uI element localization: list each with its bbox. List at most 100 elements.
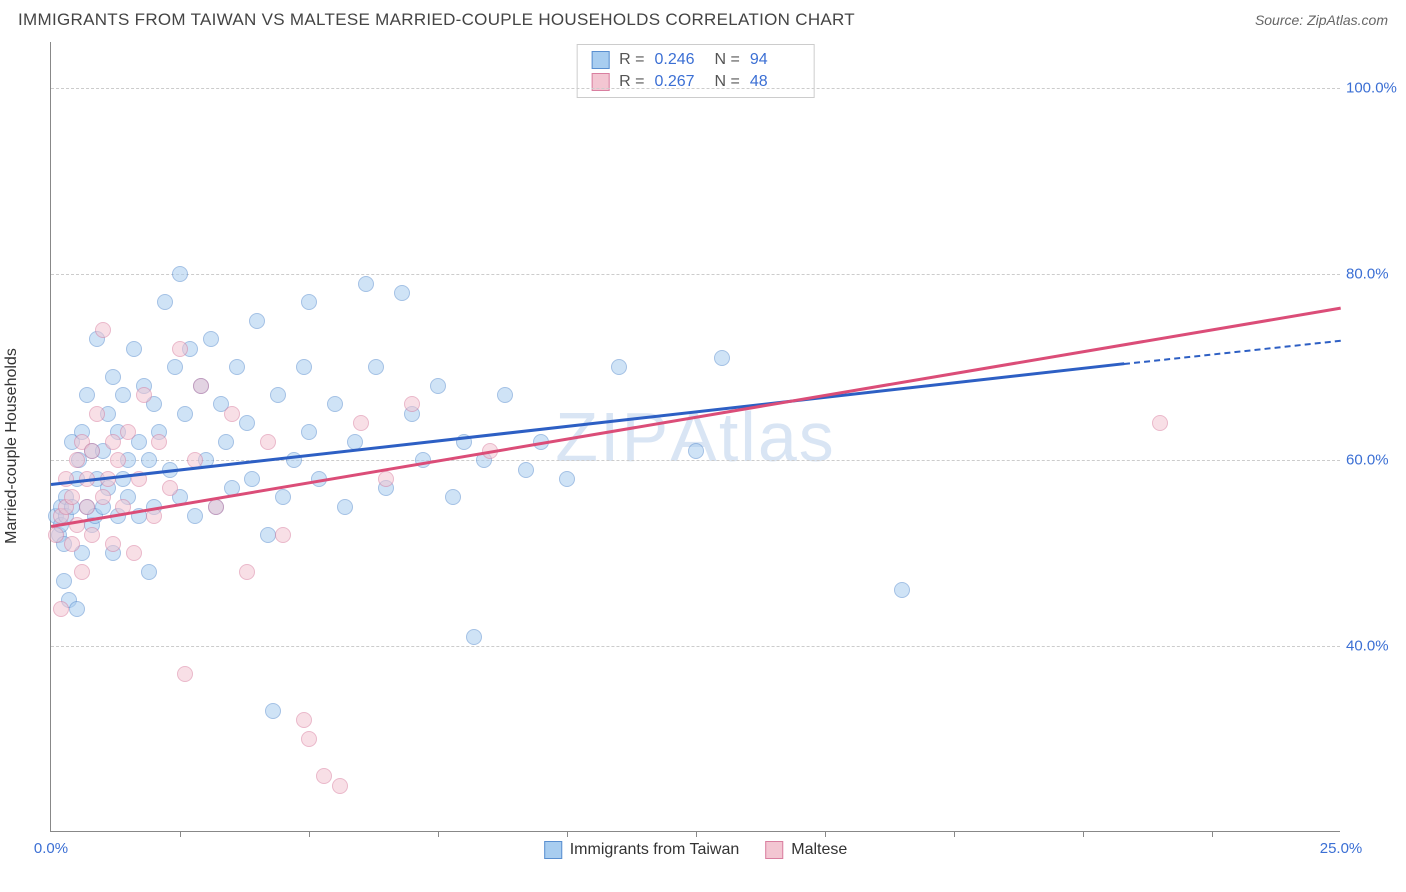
- chart-title: IMMIGRANTS FROM TAIWAN VS MALTESE MARRIE…: [18, 10, 855, 30]
- data-point: [327, 396, 343, 412]
- data-point: [332, 778, 348, 794]
- data-point: [105, 369, 121, 385]
- data-point: [316, 768, 332, 784]
- y-tick-label: 60.0%: [1346, 452, 1402, 469]
- data-point: [275, 527, 291, 543]
- data-point: [445, 489, 461, 505]
- data-point: [275, 489, 291, 505]
- data-point: [378, 471, 394, 487]
- data-point: [296, 712, 312, 728]
- data-point: [301, 294, 317, 310]
- data-point: [301, 424, 317, 440]
- legend-n-label: N =: [715, 51, 740, 69]
- data-point: [518, 462, 534, 478]
- data-point: [177, 666, 193, 682]
- data-point: [1152, 415, 1168, 431]
- x-tick: [180, 831, 181, 837]
- data-point: [58, 471, 74, 487]
- series-legend-item: Immigrants from Taiwan: [544, 841, 740, 859]
- data-point: [301, 731, 317, 747]
- data-point: [84, 527, 100, 543]
- data-point: [430, 378, 446, 394]
- data-point: [611, 359, 627, 375]
- legend-swatch: [765, 841, 783, 859]
- data-point: [270, 387, 286, 403]
- data-point: [120, 424, 136, 440]
- y-tick-label: 100.0%: [1346, 80, 1402, 97]
- x-tick-label: 0.0%: [34, 840, 68, 857]
- legend-n-value: 94: [750, 51, 800, 69]
- data-point: [167, 359, 183, 375]
- scatter-plot-area: ZIPAtlas R =0.246N =94R =0.267N =48 Immi…: [50, 42, 1340, 832]
- data-point: [48, 527, 64, 543]
- x-tick: [438, 831, 439, 837]
- data-point: [177, 406, 193, 422]
- data-point: [187, 508, 203, 524]
- data-point: [260, 527, 276, 543]
- data-point: [69, 601, 85, 617]
- data-point: [53, 601, 69, 617]
- legend-swatch: [591, 51, 609, 69]
- gridline: [51, 646, 1340, 647]
- data-point: [105, 536, 121, 552]
- data-point: [79, 387, 95, 403]
- source-attribution: Source: ZipAtlas.com: [1255, 12, 1388, 28]
- data-point: [95, 489, 111, 505]
- y-axis-label: Married-couple Households: [3, 348, 21, 544]
- trend-line: [51, 363, 1125, 486]
- series-legend-item: Maltese: [765, 841, 847, 859]
- data-point: [110, 452, 126, 468]
- x-tick: [309, 831, 310, 837]
- data-point: [115, 387, 131, 403]
- x-tick: [1212, 831, 1213, 837]
- data-point: [203, 331, 219, 347]
- data-point: [193, 378, 209, 394]
- data-point: [105, 434, 121, 450]
- data-point: [466, 629, 482, 645]
- data-point: [688, 443, 704, 459]
- trend-line: [1124, 339, 1341, 364]
- x-tick-label: 25.0%: [1320, 840, 1363, 857]
- data-point: [368, 359, 384, 375]
- data-point: [56, 573, 72, 589]
- legend-swatch: [544, 841, 562, 859]
- data-point: [224, 406, 240, 422]
- data-point: [265, 703, 281, 719]
- correlation-legend: R =0.246N =94R =0.267N =48: [576, 44, 815, 98]
- data-point: [218, 434, 234, 450]
- series-name: Immigrants from Taiwan: [570, 841, 740, 859]
- data-point: [136, 387, 152, 403]
- y-tick-label: 40.0%: [1346, 638, 1402, 655]
- data-point: [260, 434, 276, 450]
- data-point: [64, 489, 80, 505]
- data-point: [229, 359, 245, 375]
- legend-row: R =0.267N =48: [577, 71, 814, 93]
- x-tick: [825, 831, 826, 837]
- data-point: [172, 266, 188, 282]
- data-point: [172, 341, 188, 357]
- data-point: [162, 480, 178, 496]
- data-point: [239, 564, 255, 580]
- data-point: [126, 545, 142, 561]
- data-point: [394, 285, 410, 301]
- x-tick: [1083, 831, 1084, 837]
- x-tick: [696, 831, 697, 837]
- data-point: [74, 564, 90, 580]
- data-point: [894, 582, 910, 598]
- x-tick: [954, 831, 955, 837]
- gridline: [51, 88, 1340, 89]
- legend-row: R =0.246N =94: [577, 49, 814, 71]
- data-point: [208, 499, 224, 515]
- data-point: [358, 276, 374, 292]
- data-point: [239, 415, 255, 431]
- data-point: [244, 471, 260, 487]
- data-point: [353, 415, 369, 431]
- data-point: [714, 350, 730, 366]
- series-name: Maltese: [791, 841, 847, 859]
- data-point: [64, 536, 80, 552]
- data-point: [95, 322, 111, 338]
- gridline: [51, 274, 1340, 275]
- data-point: [126, 341, 142, 357]
- data-point: [249, 313, 265, 329]
- data-point: [141, 452, 157, 468]
